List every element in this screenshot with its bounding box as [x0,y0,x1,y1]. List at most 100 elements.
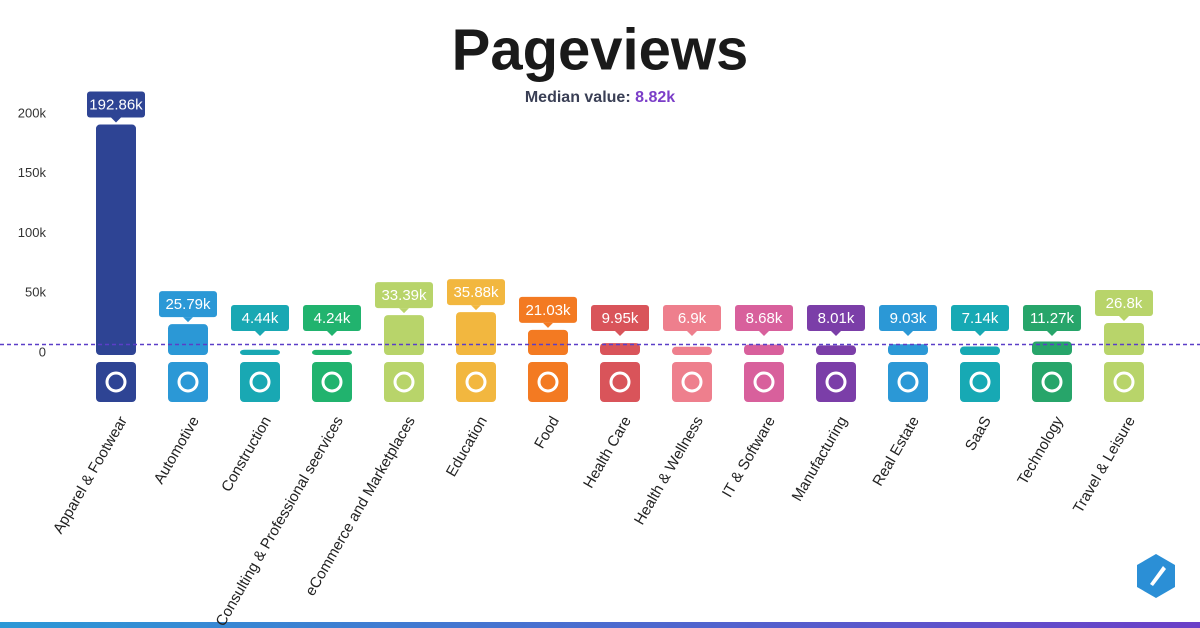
category-icon [744,362,784,402]
value-label-pointer [759,331,769,336]
value-label-box [879,305,937,331]
value-label-pointer [471,305,481,311]
bar [312,349,352,355]
value-label-pointer [831,331,841,336]
x-tick-label: Apparel & Footwear [50,413,131,536]
value-label-pointer [1119,315,1129,321]
value-label-pointer [903,331,913,336]
value-label-box [87,91,145,118]
value-label: 7.14k [962,310,999,327]
x-tick-label: Technology [1014,413,1067,488]
value-label-pointer [327,331,337,336]
value-label-box [447,279,505,306]
x-tick-label: Food [531,413,563,451]
value-label: 21.03k [525,302,571,319]
y-tick-label: 200k [18,105,47,120]
value-label-pointer [111,117,121,123]
x-tick-label: Construction [218,413,275,494]
value-label-box [159,291,217,318]
value-label-box [951,305,1009,331]
category-icon [1104,362,1144,402]
value-label-pointer [183,317,193,323]
x-tick-label: Health Care [580,413,635,491]
value-label: 9.95k [602,310,639,327]
value-label-pointer [399,308,409,314]
median-value: 8.82k [635,89,675,106]
value-label: 8.01k [818,310,855,327]
x-tick-label: Travel & Leisure [1070,413,1139,516]
value-label: 192.86k [89,97,143,114]
value-label: 33.39k [381,287,427,304]
category-icon [168,362,208,402]
category-icon-glyph [897,371,919,393]
value-label-box [231,305,289,331]
x-tick-label: Education [443,413,491,479]
category-icon-glyph [321,371,343,393]
category-icon-glyph [249,371,271,393]
bar [240,349,280,355]
category-icon [600,362,640,402]
category-icon [96,362,136,402]
bar [456,312,496,355]
value-label: 4.24k [314,310,351,327]
category-icon [456,362,496,402]
bar [96,124,136,355]
x-tick-label: Consulting & Professional seervices [213,413,347,628]
category-icon-glyph [177,371,199,393]
category-icon-glyph [465,371,487,393]
category-icon [816,362,856,402]
category-icon-glyph [393,371,415,393]
value-label: 9.03k [890,310,927,327]
category-icon [312,362,352,402]
value-label-box [1023,305,1081,331]
x-tick-label: IT & Software [719,413,779,500]
category-icon-glyph [681,371,703,393]
value-label-pointer [1047,331,1057,336]
value-label-pointer [615,331,625,336]
bar [168,324,208,355]
value-label-box [1095,289,1153,316]
x-tick-label: Real Estate [869,413,922,489]
value-label-pointer [255,331,265,336]
x-tick-label: Automotive [151,413,203,486]
bar [672,346,712,355]
value-label: 35.88k [453,284,499,301]
value-label: 8.68k [746,310,783,327]
y-tick-label: 100k [18,225,47,240]
value-label: 25.79k [165,296,211,313]
category-icon-glyph [105,371,127,393]
category-icon [888,362,928,402]
category-icon-glyph [825,371,847,393]
subtitle: Median value: 8.82k [525,89,675,106]
y-tick-label: 0 [39,344,46,359]
value-label: 11.27k [1030,310,1074,327]
y-tick-label: 150k [18,165,47,180]
y-tick-label: 50k [25,285,46,300]
x-tick-label: Health & Wellness [631,413,707,527]
category-icon [960,362,1000,402]
chart-title: Pageviews [452,17,749,82]
bar [384,315,424,355]
value-label: 6.9k [678,310,707,327]
value-label-pointer [543,322,553,328]
category-icon-glyph [1113,371,1135,393]
value-label-box [519,296,577,323]
footer-bar [0,622,1200,628]
bar [816,345,856,355]
logo-mark [1150,566,1166,586]
category-icon-glyph [1041,371,1063,393]
value-label-box [591,305,649,331]
value-label-box [663,305,721,331]
value-label-box [303,305,361,331]
value-label-box [375,282,433,309]
category-icon [384,362,424,402]
value-label: 26.8k [1106,295,1143,312]
bar [1104,322,1144,355]
bar [744,344,784,355]
bar [528,329,568,355]
category-icon [1032,362,1072,402]
x-tick-label: Manufacturing [789,413,851,504]
bar [888,344,928,355]
category-icon-glyph [609,371,631,393]
category-icon-glyph [537,371,559,393]
